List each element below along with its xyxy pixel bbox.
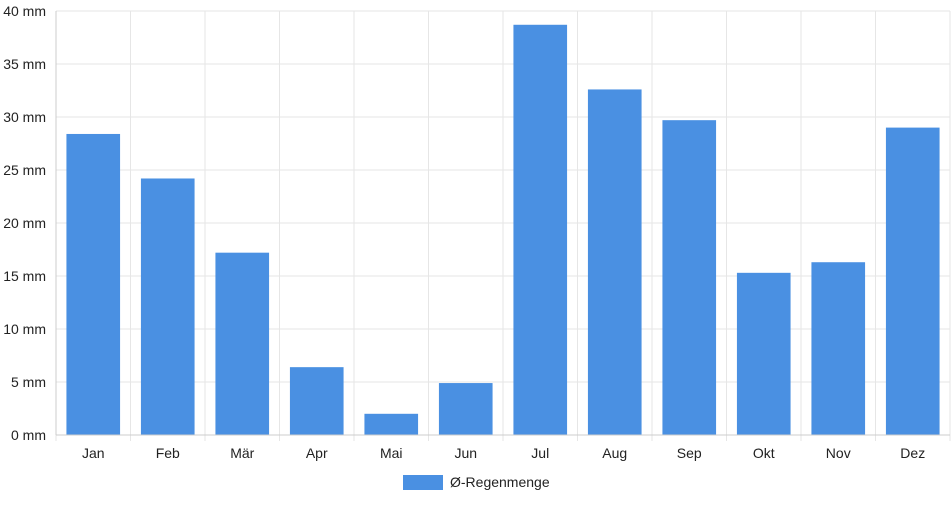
x-tick-label: Okt bbox=[753, 445, 775, 461]
legend-label[interactable]: Ø-Regenmenge bbox=[450, 474, 550, 490]
bar-feb[interactable] bbox=[140, 178, 195, 436]
legend[interactable]: Ø-Regenmenge bbox=[403, 474, 550, 490]
bar-jul[interactable] bbox=[513, 24, 568, 436]
grid-lines bbox=[55, 10, 951, 441]
x-tick-label: Aug bbox=[602, 445, 627, 461]
x-tick-label: Mär bbox=[230, 445, 254, 461]
bar-sep[interactable] bbox=[662, 120, 717, 436]
y-tick-label: 40 mm bbox=[3, 3, 46, 19]
x-tick-label: Apr bbox=[306, 445, 328, 461]
bars bbox=[66, 24, 940, 436]
bar-apr[interactable] bbox=[289, 367, 344, 435]
x-tick-label: Jun bbox=[454, 445, 477, 461]
x-tick-label: Mai bbox=[380, 445, 403, 461]
y-tick-label: 25 mm bbox=[3, 162, 46, 178]
bar-jun[interactable] bbox=[438, 383, 493, 435]
bar-jan[interactable] bbox=[66, 133, 121, 435]
legend-swatch[interactable] bbox=[403, 475, 443, 490]
axes: 0 mm 5 mm 10 mm 15 mm 20 mm 25 mm 30 mm 35 mm 40… bbox=[3, 3, 950, 461]
x-tick-label: Dez bbox=[900, 445, 925, 461]
bar-dez[interactable] bbox=[885, 127, 940, 435]
bar-okt[interactable] bbox=[736, 272, 791, 435]
y-tick-label: 15 mm bbox=[3, 268, 46, 284]
x-tick-label: Jan bbox=[82, 445, 105, 461]
bar-mär[interactable] bbox=[215, 252, 270, 435]
y-tick-label: 35 mm bbox=[3, 56, 46, 72]
y-tick-label: 10 mm bbox=[3, 321, 46, 337]
bar-mai[interactable] bbox=[364, 413, 419, 435]
bar-aug[interactable] bbox=[587, 89, 642, 435]
y-tick-label: 30 mm bbox=[3, 109, 46, 125]
x-tick-label: Jul bbox=[531, 445, 549, 461]
x-tick-label: Sep bbox=[677, 445, 702, 461]
y-tick-label: 20 mm bbox=[3, 215, 46, 231]
x-tick-label: Nov bbox=[826, 445, 851, 461]
y-tick-label: 0 mm bbox=[11, 427, 46, 443]
y-tick-label: 5 mm bbox=[11, 374, 46, 390]
x-tick-label: Feb bbox=[156, 445, 180, 461]
bar-nov[interactable] bbox=[811, 262, 866, 435]
